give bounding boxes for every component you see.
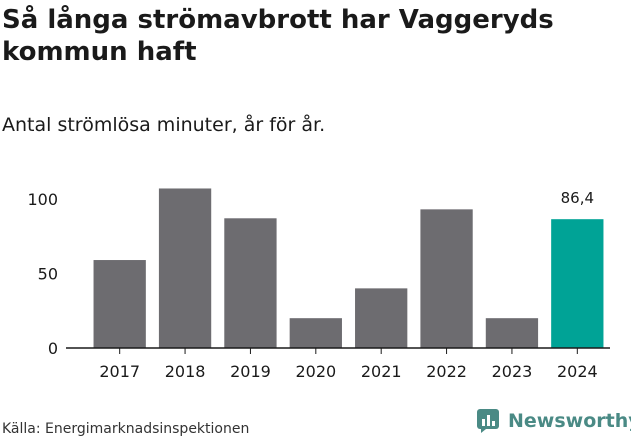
x-tick-label: 2024 — [557, 362, 598, 381]
data-label: 86,4 — [561, 189, 594, 207]
y-axis: 0 50 100 — [27, 190, 58, 358]
x-tick-label: 2018 — [165, 362, 206, 381]
x-tick-label: 2020 — [295, 362, 336, 381]
bar-2020 — [289, 318, 342, 348]
bar-2022 — [420, 209, 473, 348]
brand: Newsworthy — [476, 408, 631, 434]
x-tick-label: 2019 — [230, 362, 271, 381]
y-tick-label: 100 — [27, 190, 58, 209]
bar-chart: 0 50 100 86,4 2017 2018 2019 2020 2021 2022 2023… — [27, 188, 610, 381]
x-tick-label: 2023 — [492, 362, 533, 381]
bar-2021 — [355, 288, 408, 348]
x-tick-label: 2021 — [361, 362, 402, 381]
bar-2018 — [158, 188, 212, 348]
bars: 86,4 — [93, 188, 604, 348]
x-tick-label: 2022 — [426, 362, 467, 381]
x-axis: 2017 2018 2019 2020 2021 2022 2023 2024 — [66, 347, 610, 381]
y-tick-label: 50 — [38, 264, 58, 283]
bar-2023 — [485, 318, 539, 348]
y-tick-label: 0 — [48, 339, 58, 358]
x-tick-label: 2017 — [99, 362, 140, 381]
bar-2019 — [224, 218, 277, 348]
bar-2024 — [551, 219, 604, 348]
newsworthy-logo-icon — [477, 409, 499, 433]
chart-title: Så långa strömavbrott har Vaggeryds komm… — [2, 5, 554, 67]
source-note: Källa: Energimarknadsinspektionen — [2, 421, 250, 437]
chart-subtitle: Antal strömlösa minuter, år för år. — [2, 114, 326, 136]
bar-2017 — [93, 260, 146, 348]
brand-name: Newsworthy — [508, 410, 631, 432]
